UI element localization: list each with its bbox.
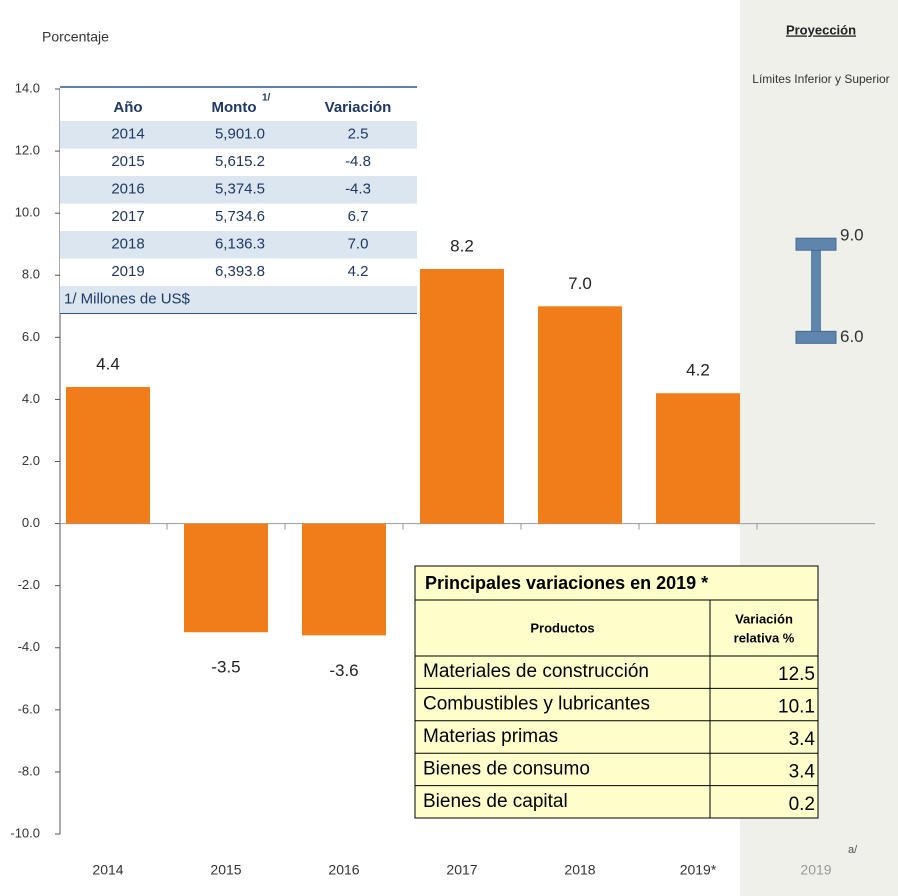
y-tick-label: 10.0 xyxy=(15,205,40,220)
bar xyxy=(66,387,150,524)
products-header: Productos xyxy=(530,620,594,635)
y-tick-label: -2.0 xyxy=(18,577,40,592)
x-tick-label: 2018 xyxy=(564,862,595,878)
products-cell: Bienes de capital xyxy=(423,791,568,812)
products-cell: Bienes de consumo xyxy=(423,758,590,779)
data-label: 7.0 xyxy=(568,274,592,293)
table-cell: 2016 xyxy=(111,181,144,198)
products-cell: 10.1 xyxy=(778,697,815,718)
range-stem xyxy=(811,244,821,338)
table-header: Monto xyxy=(212,99,257,116)
x-tick-label: 2014 xyxy=(92,862,123,878)
data-label: 4.4 xyxy=(96,354,120,373)
x-tick-label: 2019* xyxy=(680,862,717,878)
y-tick-label: 12.0 xyxy=(15,143,40,158)
bar xyxy=(656,393,740,524)
table-cell: 4.2 xyxy=(348,263,369,280)
table-header-note: 1/ xyxy=(262,93,271,104)
products-header: relativa % xyxy=(734,630,795,645)
table-cell: 2018 xyxy=(111,236,144,253)
y-tick-label: -4.0 xyxy=(18,639,40,654)
table-cell: 5,901.0 xyxy=(215,126,265,143)
bar xyxy=(184,523,268,633)
y-tick-label: 0.0 xyxy=(22,515,40,530)
table-header: Año xyxy=(113,99,142,116)
products-title: Principales variaciones en 2019 * xyxy=(425,573,708,593)
data-label: 4.2 xyxy=(686,361,710,380)
x-tick-label: 2015 xyxy=(210,862,241,878)
products-bg xyxy=(414,565,819,819)
table-footnote-bg xyxy=(60,286,417,314)
table-row-bg xyxy=(60,176,417,204)
range-label: 6.0 xyxy=(840,327,864,346)
table-cell: -4.8 xyxy=(345,153,371,170)
range-label: 9.0 xyxy=(840,226,864,245)
data-label: 8.2 xyxy=(450,237,474,256)
x-tick-label: 2017 xyxy=(446,862,477,878)
y-tick-label: 6.0 xyxy=(22,329,40,344)
table-cell: 7.0 xyxy=(348,236,369,253)
products-cell: 3.4 xyxy=(789,729,816,750)
table-cell: 5,615.2 xyxy=(215,153,265,170)
projection-note: a/ xyxy=(848,844,858,856)
table-cell: 6,136.3 xyxy=(215,236,265,253)
products-cell: 3.4 xyxy=(789,761,816,782)
table-header: Variación xyxy=(325,99,392,116)
projection-title: Proyección xyxy=(786,22,856,37)
x-tick-label: 2016 xyxy=(328,862,359,878)
table-cell: 2015 xyxy=(111,153,144,170)
y-tick-label: 14.0 xyxy=(15,80,40,95)
y-tick-label: -8.0 xyxy=(18,763,40,778)
table-row-bg xyxy=(60,231,417,259)
table-row-bg xyxy=(60,121,417,149)
products-cell: Materiales de construcción xyxy=(423,661,649,682)
table-cell: 2017 xyxy=(111,208,144,225)
bar xyxy=(420,269,504,524)
range-cap-upper xyxy=(795,237,837,251)
y-tick-label: 2.0 xyxy=(22,453,40,468)
table-cell: 2.5 xyxy=(348,126,369,143)
projection-category: 2019 xyxy=(800,862,831,878)
products-cell: 12.5 xyxy=(778,664,815,685)
bar xyxy=(538,306,622,524)
data-label: -3.6 xyxy=(329,661,358,680)
y-tick-label: -10.0 xyxy=(10,825,40,840)
table-cell: 2019 xyxy=(111,263,144,280)
table-cell: 5,734.6 xyxy=(215,208,265,225)
table-footnote: 1/ Millones de US$ xyxy=(64,291,191,308)
data-label: -3.5 xyxy=(211,658,240,677)
table-cell: -4.3 xyxy=(345,181,371,198)
bar xyxy=(302,523,386,636)
range-cap-lower xyxy=(795,330,837,344)
y-tick-label: 8.0 xyxy=(22,267,40,282)
table-cell: 2014 xyxy=(111,126,144,143)
y-tick-label: 4.0 xyxy=(22,391,40,406)
products-cell: Materias primas xyxy=(423,726,558,747)
products-cell: Combustibles y lubricantes xyxy=(423,694,650,715)
table-cell: 6.7 xyxy=(348,208,369,225)
y-tick-label: -6.0 xyxy=(18,701,40,716)
table-cell: 5,374.5 xyxy=(215,181,265,198)
products-cell: 0.2 xyxy=(789,794,815,815)
projection-subtitle: Límites Inferior y Superior xyxy=(752,72,889,86)
table-cell: 6,393.8 xyxy=(215,263,265,280)
products-header: Variación xyxy=(735,611,793,626)
y-axis-label: Porcentaje xyxy=(42,29,109,45)
